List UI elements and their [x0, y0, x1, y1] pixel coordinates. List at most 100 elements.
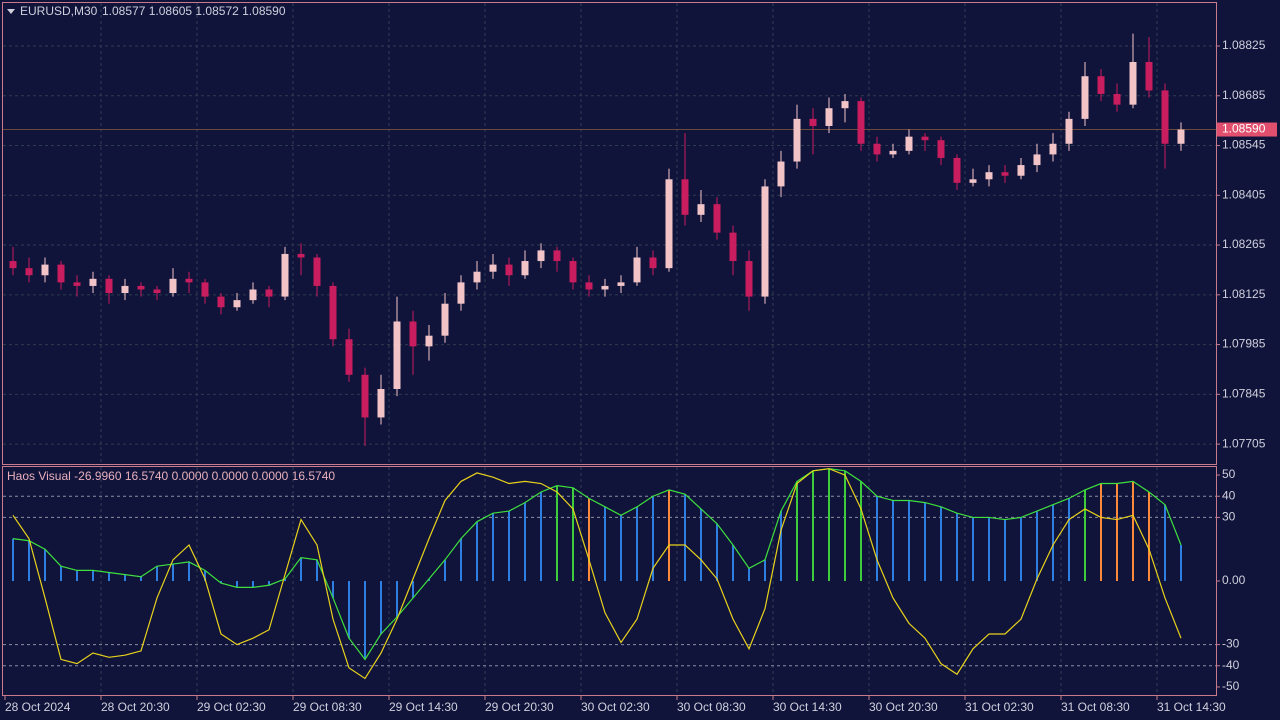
histogram-bar — [1148, 492, 1150, 581]
histogram-bar — [1020, 517, 1022, 581]
candle-body — [489, 264, 497, 272]
histogram-bar — [844, 470, 846, 581]
histogram-bar — [92, 570, 94, 581]
main-panel-frame — [2, 2, 1217, 465]
candle-body — [1161, 90, 1169, 144]
candle-body — [681, 179, 689, 215]
x-tick-label: 29 Oct 20:30 — [485, 700, 554, 714]
histogram-bar — [924, 502, 926, 581]
current-price-box — [1217, 122, 1277, 137]
candle-body — [665, 179, 673, 269]
menu-arrow — [7, 9, 15, 14]
candle-body — [1113, 93, 1121, 105]
candle-body — [329, 285, 337, 340]
candle-body — [585, 282, 593, 290]
indicator-panel-frame — [2, 466, 1217, 696]
candle-body — [889, 150, 897, 155]
candle-body — [1001, 172, 1009, 176]
histogram-bar — [876, 496, 878, 581]
histogram-bar — [172, 564, 174, 581]
candle-body — [745, 261, 753, 297]
candle-body — [985, 172, 993, 180]
histogram-bar — [268, 581, 270, 586]
candle-body — [873, 143, 881, 155]
histogram-bar — [428, 578, 430, 581]
y-tick-label: 1.07705 — [1222, 436, 1266, 450]
candle-body — [921, 136, 929, 141]
candle-body — [1129, 62, 1137, 105]
y-tick-label: 30 — [1222, 510, 1236, 524]
histogram-bar — [700, 508, 702, 581]
histogram-bar — [284, 578, 286, 581]
histogram-bar — [604, 506, 606, 581]
histogram-bar — [28, 540, 30, 581]
histogram-bar — [652, 496, 654, 581]
candle-body — [361, 374, 369, 418]
candle-body — [521, 261, 529, 276]
histogram-bar — [588, 498, 590, 581]
y-tick-label: 1.07985 — [1222, 337, 1266, 351]
candle-body — [761, 186, 769, 297]
histogram-bar — [812, 470, 814, 581]
histogram-bar — [684, 494, 686, 581]
histogram-bar — [1100, 483, 1102, 581]
histogram-bar — [316, 559, 318, 581]
x-tick-label: 28 Oct 2024 — [5, 700, 71, 714]
candle-body — [73, 282, 81, 286]
candle-body — [505, 264, 513, 276]
candle-body — [809, 118, 817, 126]
histogram-bar — [540, 492, 542, 581]
candle-body — [569, 261, 577, 283]
candle-body — [345, 339, 353, 375]
y-tick-label: 1.08125 — [1222, 287, 1266, 301]
candle-body — [857, 101, 865, 144]
histogram-bar — [972, 517, 974, 581]
x-tick-label: 30 Oct 20:30 — [869, 700, 938, 714]
histogram-bar — [44, 549, 46, 581]
candle-body — [633, 257, 641, 283]
candle-body — [1097, 76, 1105, 94]
y-tick-label: 0.00 — [1222, 573, 1246, 587]
candle-body — [57, 264, 65, 283]
histogram-bar — [1116, 483, 1118, 581]
histogram-bar — [1068, 498, 1070, 581]
candle-body — [393, 321, 401, 390]
candle-body — [905, 136, 913, 151]
histogram-bar — [1004, 519, 1006, 581]
candle-body — [89, 278, 97, 286]
histogram-bar — [60, 566, 62, 581]
histogram-bar — [220, 581, 222, 584]
histogram-bar — [1036, 511, 1038, 581]
candle-body — [953, 157, 961, 183]
candle-body — [105, 278, 113, 294]
candle-body — [233, 300, 241, 308]
histogram-bar — [860, 481, 862, 581]
histogram-bar — [716, 523, 718, 581]
histogram-bar — [732, 544, 734, 581]
candle-body — [937, 140, 945, 158]
candle-body — [313, 257, 321, 286]
candle-body — [249, 289, 257, 301]
x-tick-label: 30 Oct 14:30 — [773, 700, 842, 714]
histogram-bar — [396, 581, 398, 618]
histogram-bar — [1132, 481, 1134, 581]
candle-body — [425, 335, 433, 347]
histogram-bar — [1180, 544, 1182, 581]
x-tick-label: 31 Oct 08:30 — [1061, 700, 1130, 714]
histogram-bar — [364, 581, 366, 660]
candle-body — [201, 282, 209, 297]
candle-body — [1017, 165, 1025, 176]
y-tick-label: 1.08405 — [1222, 187, 1266, 201]
y-tick-label: 1.08825 — [1222, 38, 1266, 52]
y-tick-label: 1.08265 — [1222, 237, 1266, 251]
histogram-bar — [668, 489, 670, 581]
histogram-bar — [204, 570, 206, 581]
candle-body — [153, 289, 161, 294]
candle-body — [697, 204, 705, 215]
histogram-bar — [300, 557, 302, 581]
histogram-bar — [412, 581, 414, 598]
x-tick-label: 31 Oct 14:30 — [1157, 700, 1226, 714]
candle-body — [185, 278, 193, 283]
y-tick-label: 1.08685 — [1222, 88, 1266, 102]
